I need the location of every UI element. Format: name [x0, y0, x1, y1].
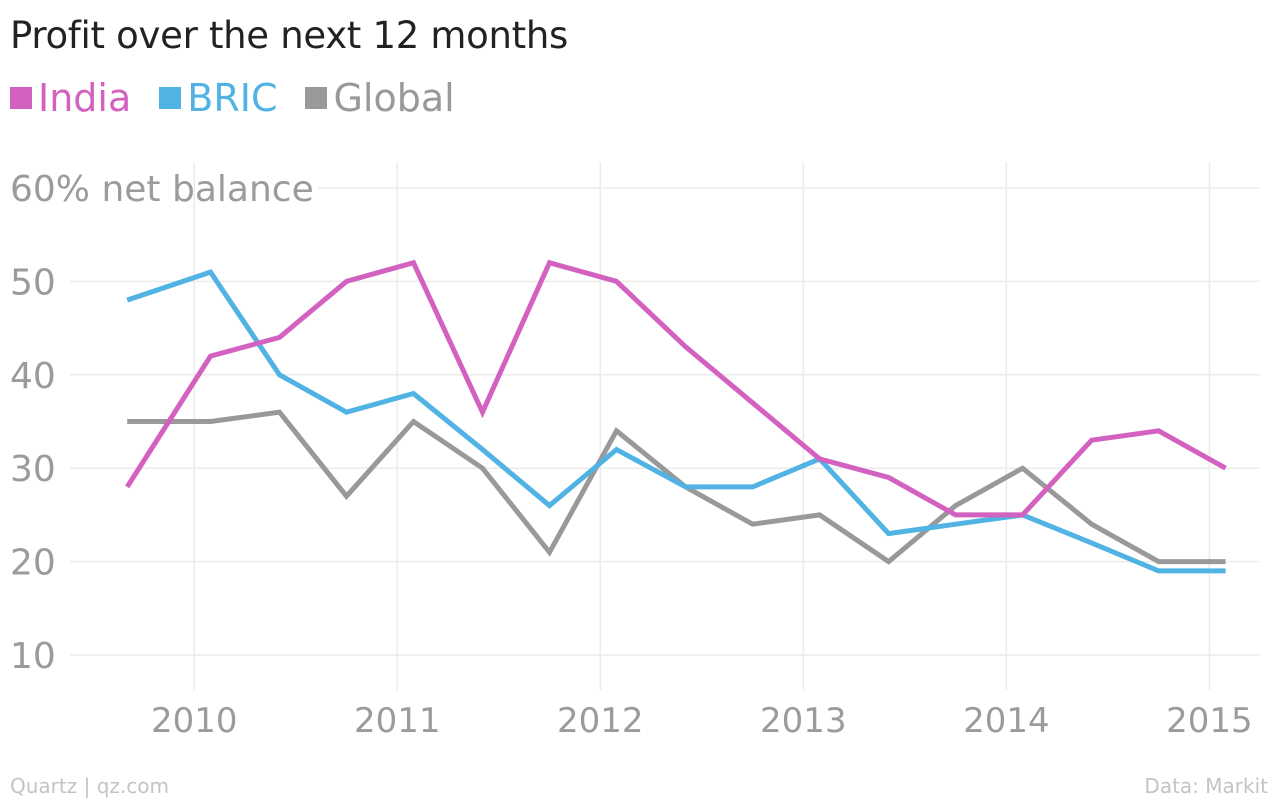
series-lines: [127, 263, 1225, 571]
x-tick-label-2014: 2014: [963, 701, 1050, 741]
x-tick-label-2015: 2015: [1166, 701, 1253, 741]
source-credit: Quartz | qz.com: [10, 774, 169, 798]
y-tick-label-20: 20: [10, 543, 56, 584]
y-tick-label-10: 10: [10, 636, 56, 677]
y-tick-label-60: 60% net balance: [10, 169, 314, 210]
series-line-bric: [127, 272, 1225, 571]
x-axis-ticks: 2010 2011 2012 2013 2014 2015: [151, 701, 1253, 741]
line-chart: 102030405060% net balance 2010 2011 2012 20…: [0, 0, 1280, 800]
data-source: Data: Markit: [1144, 774, 1268, 798]
x-tick-label-2012: 2012: [557, 701, 644, 741]
y-tick-label-30: 30: [10, 449, 56, 490]
y-tick-label-50: 50: [10, 262, 56, 303]
x-tick-label-2010: 2010: [151, 701, 238, 741]
x-tick-label-2011: 2011: [354, 701, 441, 741]
series-line-global: [127, 412, 1225, 561]
grid: [70, 162, 1260, 690]
x-tick-label-2013: 2013: [760, 701, 847, 741]
y-tick-label-40: 40: [10, 356, 56, 397]
